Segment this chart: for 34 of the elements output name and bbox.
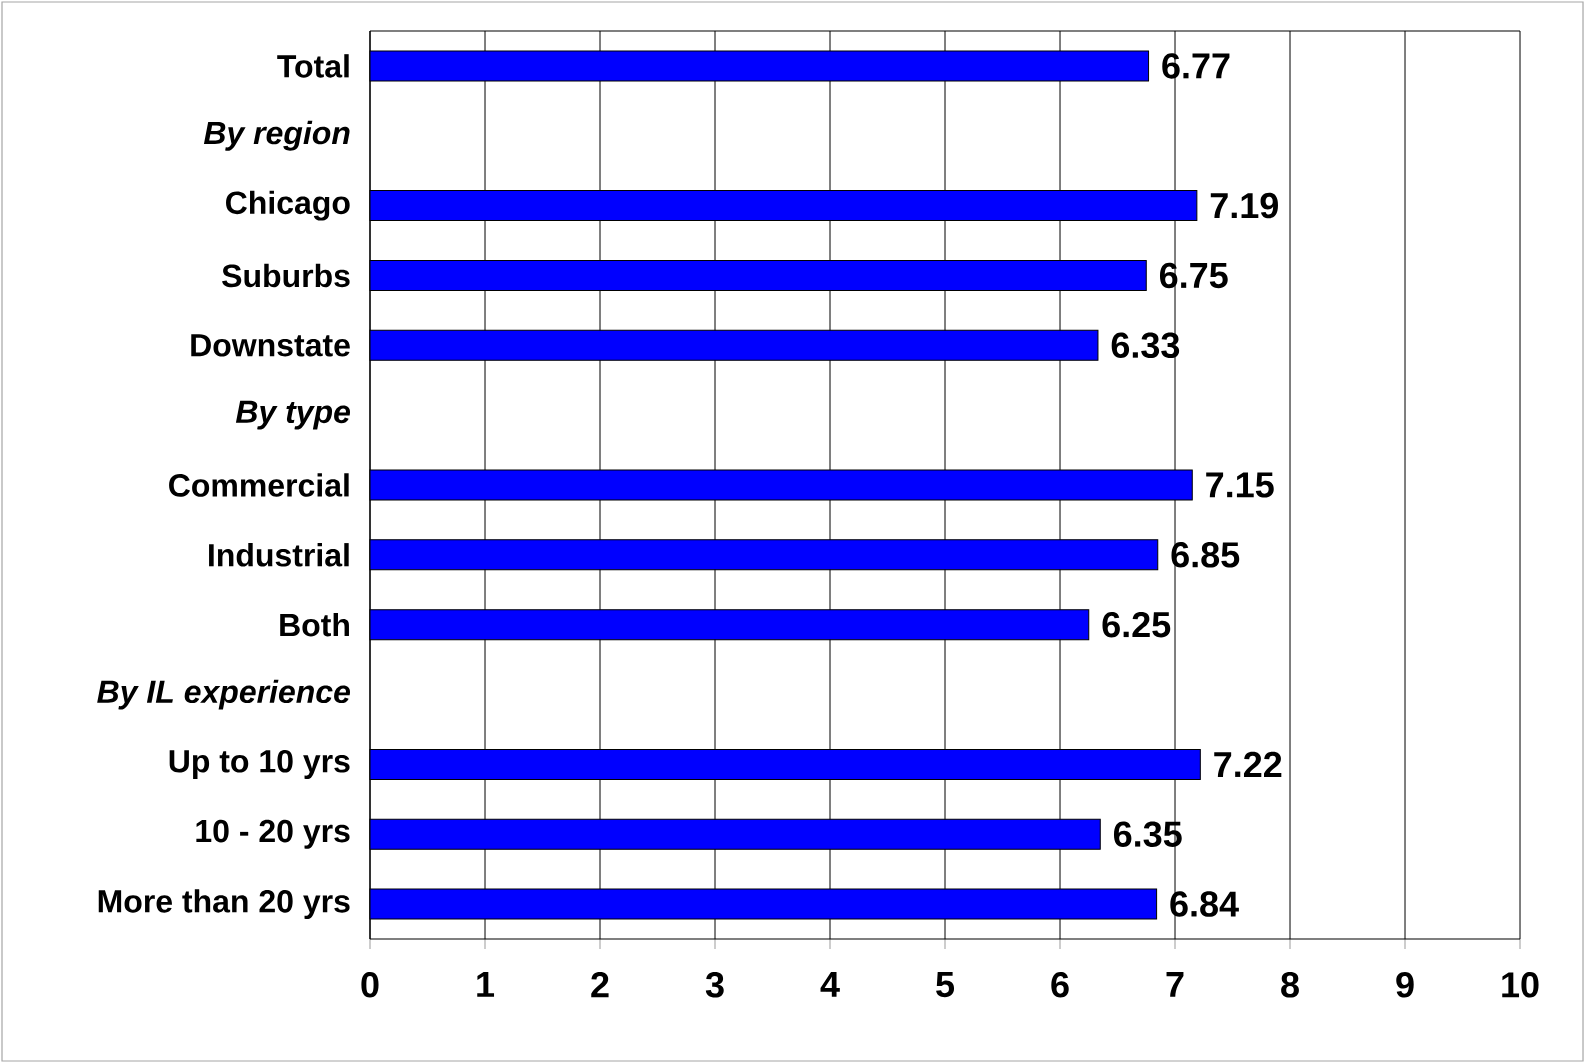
y-tick-label: Industrial [209, 543, 349, 567]
y-tick-label: Downstate [191, 334, 350, 357]
data-label: 7.15 [1206, 472, 1274, 498]
y-tick-label: By type [235, 400, 351, 430]
data-label: 6.77 [1162, 53, 1230, 79]
data-label: 6.84 [1170, 891, 1239, 917]
x-tick-label: 3 [705, 972, 724, 998]
data-label: 6.25 [1102, 611, 1171, 638]
y-tick-label: Commercial [169, 473, 349, 497]
y-tick-label: Suburbs [222, 263, 350, 288]
data-label: 6.35 [1113, 821, 1182, 847]
x-tick-label: 8 [1281, 972, 1299, 998]
x-tick-label: 0 [361, 972, 379, 998]
x-tick-label: 7 [1166, 972, 1184, 997]
y-tick-label: Total [277, 54, 349, 78]
y-tick-label: More than 20 yrs [98, 889, 350, 919]
x-tick-label: 1 [477, 972, 495, 997]
data-label: 6.75 [1159, 262, 1228, 289]
x-tick-label: 4 [820, 972, 840, 997]
data-label: 7.19 [1210, 192, 1278, 219]
x-tick-label: 2 [591, 972, 609, 998]
y-tick-label: Chicago [226, 190, 350, 221]
y-tick-label: Up to 10 yrs [169, 749, 350, 779]
x-tick-label: 5 [936, 972, 955, 998]
y-tick-label: 10 - 20 yrs [196, 819, 350, 849]
y-tick-label: Both [280, 612, 349, 637]
data-label: 6.33 [1111, 332, 1180, 359]
data-label: 6.85 [1171, 542, 1240, 568]
x-tick-label: 9 [1396, 972, 1414, 998]
x-tick-label: 10 [1502, 972, 1539, 998]
x-tick-label: 6 [1051, 972, 1069, 998]
data-label: 7.22 [1214, 751, 1282, 777]
y-tick-label: By region [203, 120, 350, 151]
y-tick-label: By IL experience [97, 679, 351, 710]
